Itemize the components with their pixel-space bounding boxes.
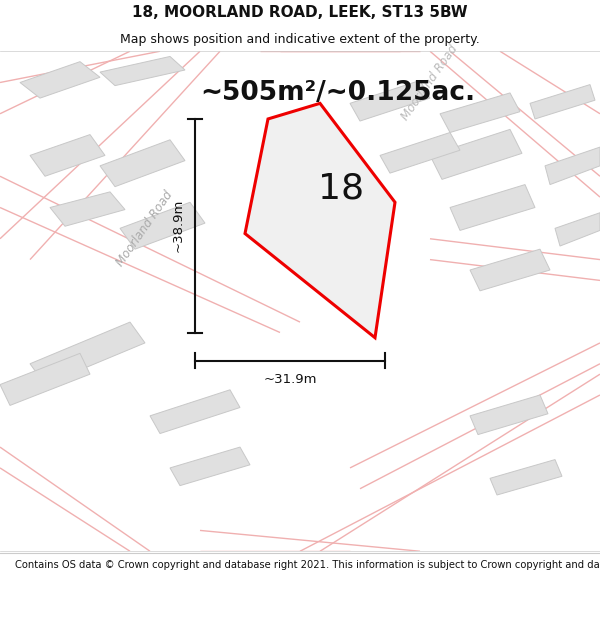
Polygon shape <box>380 132 460 173</box>
Text: ~31.9m: ~31.9m <box>263 373 317 386</box>
Text: ~505m²/~0.125ac.: ~505m²/~0.125ac. <box>200 80 475 106</box>
Polygon shape <box>100 56 185 86</box>
Polygon shape <box>150 390 240 434</box>
Text: ~38.9m: ~38.9m <box>172 199 185 252</box>
Polygon shape <box>350 81 430 121</box>
Polygon shape <box>30 322 145 384</box>
Text: Contains OS data © Crown copyright and database right 2021. This information is : Contains OS data © Crown copyright and d… <box>15 560 600 570</box>
Polygon shape <box>470 395 548 434</box>
Polygon shape <box>20 62 100 98</box>
Polygon shape <box>280 156 375 212</box>
Polygon shape <box>545 147 600 184</box>
Polygon shape <box>430 129 522 179</box>
Polygon shape <box>30 134 105 176</box>
Polygon shape <box>0 353 90 406</box>
Text: 18, MOORLAND ROAD, LEEK, ST13 5BW: 18, MOORLAND ROAD, LEEK, ST13 5BW <box>132 5 468 20</box>
Text: Map shows position and indicative extent of the property.: Map shows position and indicative extent… <box>120 34 480 46</box>
Text: Moorland Road: Moorland Road <box>399 42 461 122</box>
Text: Moorland Road: Moorland Road <box>114 188 176 269</box>
Polygon shape <box>450 184 535 231</box>
Polygon shape <box>120 202 205 249</box>
Polygon shape <box>50 192 125 226</box>
Polygon shape <box>530 84 595 119</box>
Polygon shape <box>100 140 185 187</box>
Polygon shape <box>440 93 520 132</box>
Polygon shape <box>490 459 562 495</box>
Polygon shape <box>245 103 395 338</box>
Polygon shape <box>555 213 600 246</box>
Polygon shape <box>290 213 372 262</box>
Polygon shape <box>470 249 550 291</box>
Polygon shape <box>170 447 250 486</box>
Text: 18: 18 <box>317 172 364 206</box>
